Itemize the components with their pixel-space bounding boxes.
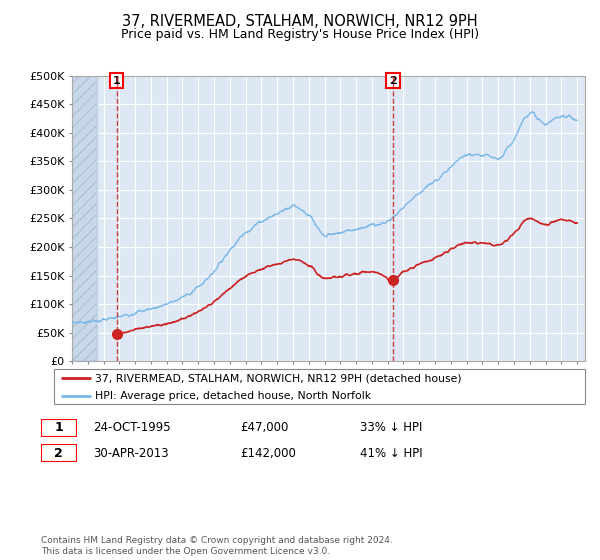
Text: HPI: Average price, detached house, North Norfolk: HPI: Average price, detached house, Nort… bbox=[95, 391, 371, 401]
Text: £142,000: £142,000 bbox=[240, 446, 296, 460]
Text: 2: 2 bbox=[389, 76, 397, 86]
Text: 30-APR-2013: 30-APR-2013 bbox=[93, 446, 169, 460]
FancyBboxPatch shape bbox=[53, 370, 586, 404]
Bar bbox=[72, 76, 97, 361]
Bar bbox=[72, 76, 97, 361]
Text: 1: 1 bbox=[113, 76, 121, 86]
Text: 37, RIVERMEAD, STALHAM, NORWICH, NR12 9PH (detached house): 37, RIVERMEAD, STALHAM, NORWICH, NR12 9P… bbox=[95, 373, 461, 383]
Text: 33% ↓ HPI: 33% ↓ HPI bbox=[360, 421, 422, 435]
FancyBboxPatch shape bbox=[41, 444, 77, 462]
Text: 37, RIVERMEAD, STALHAM, NORWICH, NR12 9PH: 37, RIVERMEAD, STALHAM, NORWICH, NR12 9P… bbox=[122, 14, 478, 29]
Text: Contains HM Land Registry data © Crown copyright and database right 2024.
This d: Contains HM Land Registry data © Crown c… bbox=[41, 536, 392, 556]
FancyBboxPatch shape bbox=[41, 419, 77, 437]
Text: 1: 1 bbox=[55, 421, 63, 435]
Text: £47,000: £47,000 bbox=[240, 421, 289, 435]
Text: 41% ↓ HPI: 41% ↓ HPI bbox=[360, 446, 422, 460]
Text: 24-OCT-1995: 24-OCT-1995 bbox=[93, 421, 170, 435]
Text: 2: 2 bbox=[55, 446, 63, 460]
Text: Price paid vs. HM Land Registry's House Price Index (HPI): Price paid vs. HM Land Registry's House … bbox=[121, 28, 479, 41]
